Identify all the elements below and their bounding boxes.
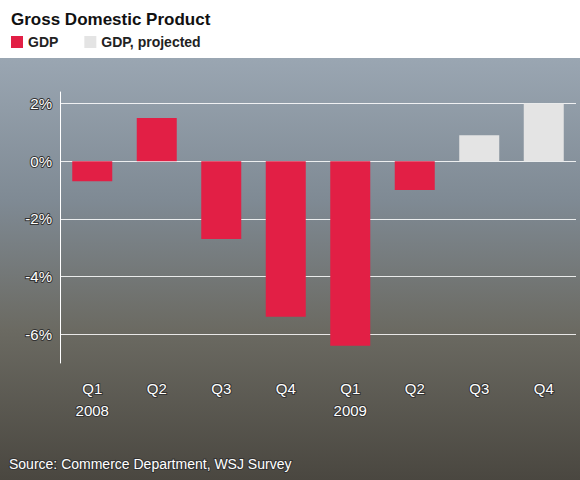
svg-text:Q1: Q1: [340, 380, 360, 397]
svg-text:Q3: Q3: [211, 380, 231, 397]
svg-text:0%: 0%: [30, 153, 52, 170]
svg-text:Q3: Q3: [469, 380, 489, 397]
svg-text:Q4: Q4: [276, 380, 296, 397]
svg-text:2009: 2009: [334, 402, 367, 419]
svg-text:GDP, projected: GDP, projected: [101, 34, 200, 50]
svg-text:2%: 2%: [30, 95, 52, 112]
svg-text:-4%: -4%: [25, 268, 52, 285]
svg-text:2008: 2008: [76, 402, 109, 419]
svg-text:Q4: Q4: [534, 380, 554, 397]
svg-text:Q1: Q1: [82, 380, 102, 397]
svg-text:Q2: Q2: [405, 380, 425, 397]
svg-text:GDP: GDP: [28, 34, 58, 50]
svg-text:-6%: -6%: [25, 326, 52, 343]
svg-text:-2%: -2%: [25, 210, 52, 227]
svg-text:Source: Commerce Department, W: Source: Commerce Department, WSJ Survey: [9, 456, 291, 472]
svg-text:Q2: Q2: [147, 380, 167, 397]
svg-text:Gross Domestic Product: Gross Domestic Product: [11, 10, 211, 29]
